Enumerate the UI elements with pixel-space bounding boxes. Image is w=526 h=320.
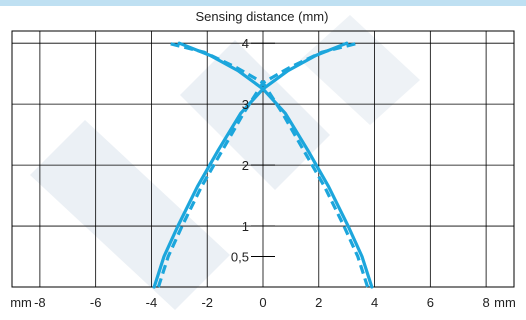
- watermark-bar: [300, 15, 420, 125]
- x-tick-label: 0: [259, 295, 266, 310]
- x-tick-label: 8: [482, 295, 489, 310]
- series-line-3-dashed: [156, 41, 359, 288]
- watermark: [30, 15, 420, 310]
- x-tick-label: -6: [90, 295, 102, 310]
- series-line-4-dashed: [167, 41, 370, 288]
- x-tick-label: -4: [146, 295, 158, 310]
- grid: [11, 30, 515, 288]
- watermark-bar: [30, 120, 230, 310]
- y-tick-label: 0,5: [231, 250, 249, 265]
- x-tick-label: 6: [427, 295, 434, 310]
- y-tick-label: 2: [242, 158, 249, 173]
- x-tick-label: -2: [201, 295, 213, 310]
- y-tick-label: 4: [242, 36, 249, 51]
- x-tick-label: 2: [315, 295, 322, 310]
- watermark-bar: [180, 40, 330, 190]
- chart-title: Sensing distance (mm): [196, 9, 329, 24]
- x-unit-label-left: mm: [10, 295, 32, 310]
- y-tick-label: 1: [242, 219, 249, 234]
- x-tick-label: -8: [34, 295, 46, 310]
- x-tick-label: 4: [371, 295, 378, 310]
- x-unit-label-right: mm: [494, 295, 516, 310]
- curves: [152, 41, 374, 289]
- axis-labels: -8 -6 -4 -2 0 2 4 6 8 mm mm 0,5 1 2 3 4: [10, 36, 516, 310]
- top-color-band: [0, 0, 526, 6]
- y-tick-label: 3: [242, 97, 249, 112]
